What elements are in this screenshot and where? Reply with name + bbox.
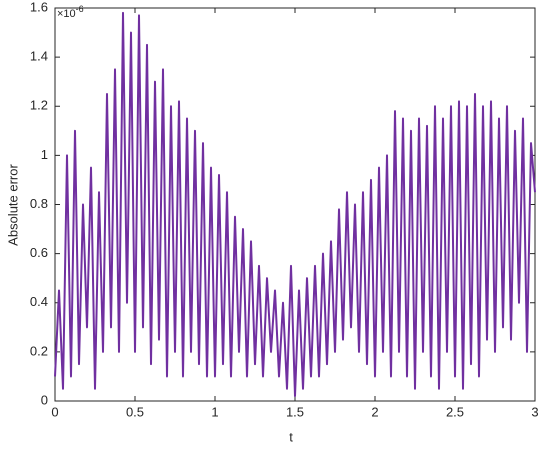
y-tick-label: 0 <box>41 392 48 407</box>
y-tick-label: 0.6 <box>30 245 48 260</box>
y-tick-label: 1.4 <box>30 49 48 64</box>
x-tick-label: 3 <box>531 404 538 419</box>
x-tick-label: 1.5 <box>286 404 304 419</box>
y-axis-label: Absolute error <box>5 164 20 246</box>
y-tick-label: 1.6 <box>30 0 48 14</box>
x-tick-label: 2 <box>371 404 378 419</box>
y-multiplier: ×10-6 <box>57 4 84 20</box>
x-tick-label: 1 <box>211 404 218 419</box>
y-tick-label: 1.2 <box>30 98 48 113</box>
data-line <box>54 11 536 398</box>
x-tick-label: 0 <box>51 404 58 419</box>
x-tick-label: 0.5 <box>126 404 144 419</box>
y-tick-label: 1 <box>41 147 48 162</box>
x-tick-label: 2.5 <box>446 404 464 419</box>
y-tick-label: 0.4 <box>30 294 48 309</box>
x-axis-label: t <box>289 429 293 444</box>
y-multiplier-exponent: -6 <box>76 4 84 14</box>
y-tick-label: 0.8 <box>30 196 48 211</box>
y-multiplier-base: ×10 <box>57 8 76 20</box>
y-tick-label: 0.2 <box>30 343 48 358</box>
